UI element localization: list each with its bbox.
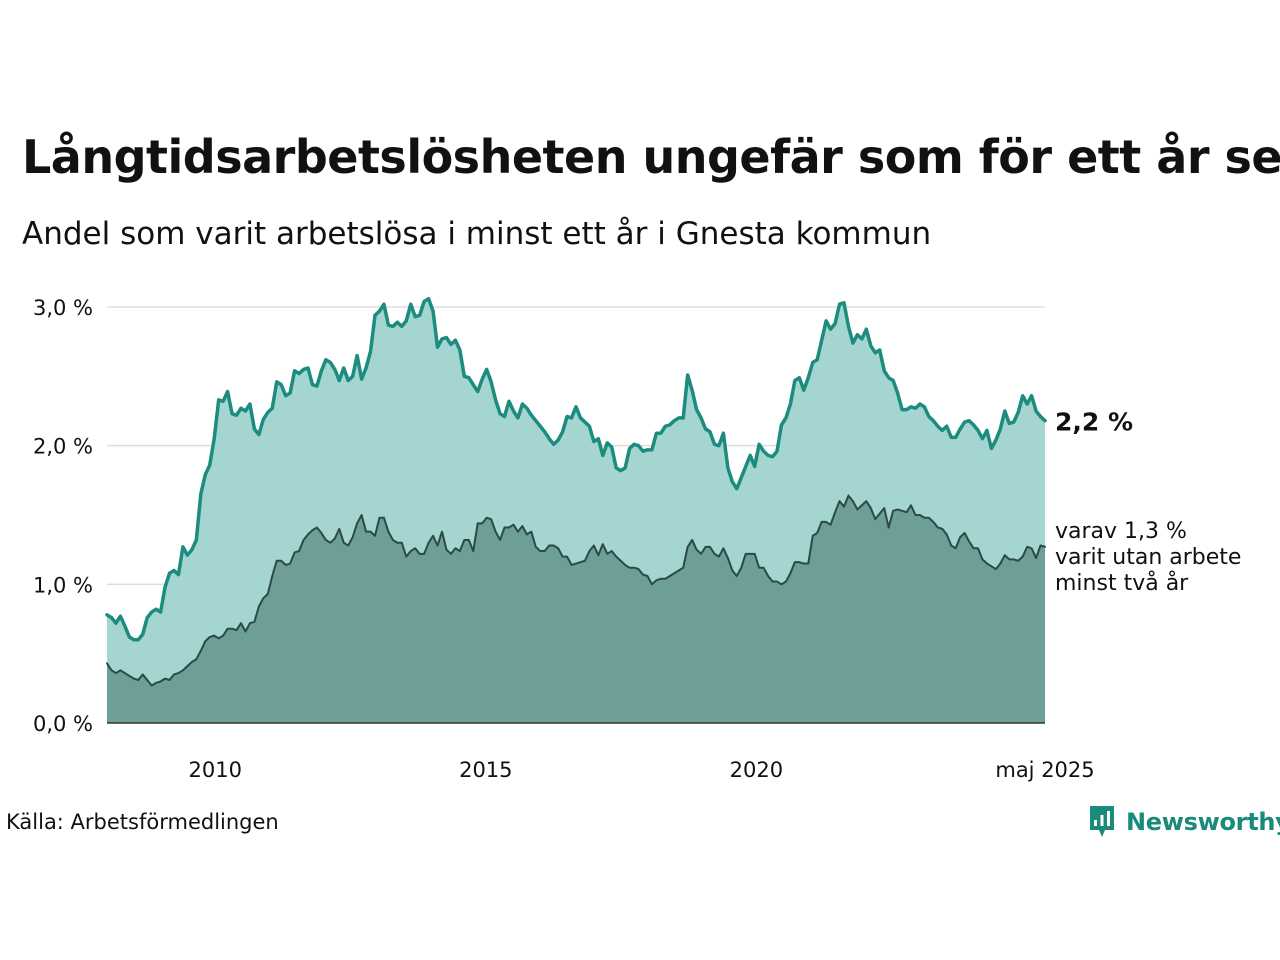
end-label-sub-line: minst två år [1055,570,1189,596]
newsworthy-icon [1090,806,1114,837]
newsworthy-logo: Newsworthy [1088,804,1280,840]
y-tick-label: 3,0 % [33,296,93,320]
source-note: Källa: Arbetsförmedlingen [6,810,279,834]
plot-lines [105,296,1047,687]
y-tick-label: 2,0 % [33,435,93,459]
axes: 0,0 % 1,0 % 2,0 % 3,0 % 2010 2015 2020 maj 2025 [33,296,1095,782]
x-tick-label: 2015 [459,758,512,782]
brand-name: Newsworthy [1126,808,1280,836]
y-tick-label: 0,0 % [33,712,93,736]
chart-title: Långtidsarbetslösheten ungefär som för e… [22,130,1280,184]
y-tick-label: 1,0 % [33,573,93,597]
end-label-main: 2,2 % [1055,408,1133,437]
series-line-minst_ett_ar [105,296,1047,642]
end-label-sub-line: varav 1,3 % [1055,519,1187,544]
x-tick-label: maj 2025 [995,758,1094,782]
x-tick-label: 2020 [730,758,783,782]
series-line-minst_tva_ar [106,494,1046,687]
x-tick-label: 2010 [189,758,242,782]
end-label-sub-line: varit utan arbete [1055,545,1241,570]
chart-subtitle: Andel som varit arbetslösa i minst ett å… [22,216,932,252]
